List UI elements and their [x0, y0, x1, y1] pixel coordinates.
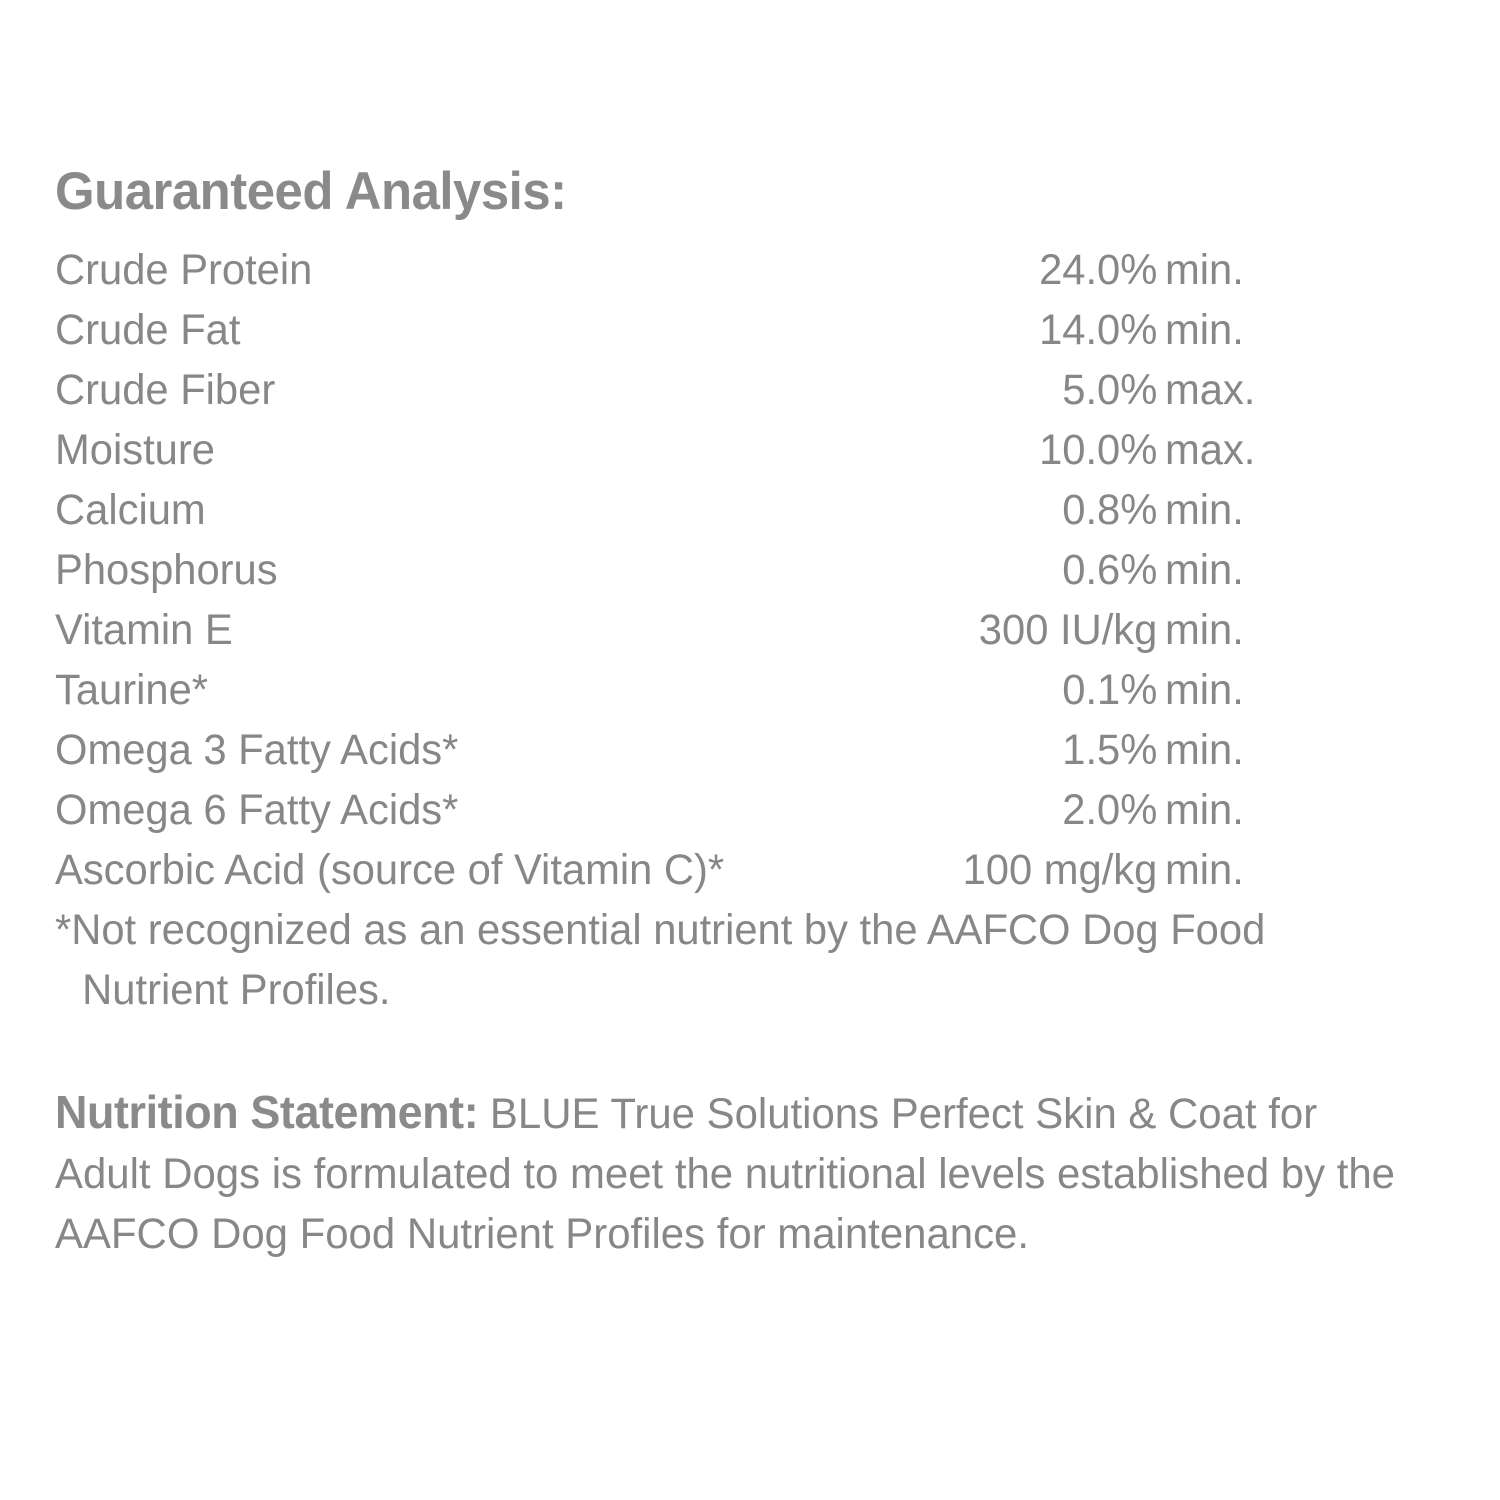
- nutrient-qualifier: min.: [1165, 786, 1244, 834]
- nutrient-qualifier: min.: [1165, 666, 1244, 714]
- nutrient-value: 2.0%: [1062, 786, 1158, 834]
- nutrient-qualifier: min.: [1165, 306, 1244, 354]
- guaranteed-analysis-heading: Guaranteed Analysis:: [55, 162, 567, 221]
- nutrient-qualifier: min.: [1165, 546, 1244, 594]
- nutrient-value: 24.0%: [1039, 246, 1158, 294]
- table-row: Crude Fat 14.0% min.: [55, 300, 1300, 360]
- table-row: Taurine* 0.1% min.: [55, 660, 1300, 720]
- nutrient-qualifier: min.: [1165, 726, 1244, 774]
- nutrient-name: Calcium: [55, 486, 206, 534]
- nutrient-qualifier: min.: [1165, 486, 1244, 534]
- nutrient-name: Vitamin E: [55, 606, 233, 654]
- nutrient-value: 0.8%: [1062, 486, 1158, 534]
- table-row: Moisture 10.0% max.: [55, 420, 1300, 480]
- nutrient-name: Omega 6 Fatty Acids*: [55, 786, 459, 834]
- guaranteed-analysis-table-body: Crude Protein 24.0% min. Crude Fat 14.0%…: [55, 240, 1300, 900]
- nutrient-qualifier: min.: [1165, 246, 1244, 294]
- nutrient-value: 0.6%: [1062, 546, 1158, 594]
- nutrient-name: Ascorbic Acid (source of Vitamin C)*: [55, 846, 725, 894]
- nutrient-value: 300 IU/kg: [978, 606, 1158, 654]
- nutrient-name: Moisture: [55, 426, 215, 474]
- nutrient-value: 1.5%: [1062, 726, 1158, 774]
- nutrient-name: Phosphorus: [55, 546, 278, 594]
- guaranteed-analysis-footnote: *Not recognized as an essential nutrient…: [55, 906, 1266, 1014]
- table-row: Omega 3 Fatty Acids* 1.5% min.: [55, 720, 1300, 780]
- nutrient-qualifier: min.: [1165, 606, 1244, 654]
- table-row: Vitamin E 300 IU/kg min.: [55, 600, 1300, 660]
- nutrition-statement-block: Nutrition Statement: BLUE True Solutions…: [55, 1082, 1420, 1264]
- table-row: Omega 6 Fatty Acids* 2.0% min.: [55, 780, 1300, 840]
- nutrient-name: Omega 3 Fatty Acids*: [55, 726, 459, 774]
- nutrient-value: 0.1%: [1062, 666, 1158, 714]
- table-row: Phosphorus 0.6% min.: [55, 540, 1300, 600]
- nutrient-qualifier: min.: [1165, 846, 1244, 894]
- table-row: Ascorbic Acid (source of Vitamin C)* 100…: [55, 840, 1300, 900]
- nutrient-value: 14.0%: [1039, 306, 1158, 354]
- nutrition-statement-body: BLUE True Solutions Perfect Skin & Coat …: [55, 1090, 1396, 1258]
- table-row: Crude Protein 24.0% min.: [55, 240, 1300, 300]
- table-row: Crude Fiber 5.0% max.: [55, 360, 1300, 420]
- nutrient-name: Taurine*: [55, 666, 209, 714]
- nutrient-value: 100 mg/kg: [962, 846, 1158, 894]
- nutrient-name: Crude Fat: [55, 306, 241, 354]
- nutrient-name: Crude Protein: [55, 246, 313, 294]
- nutrition-statement-title: Nutrition Statement:: [55, 1086, 479, 1138]
- nutrient-qualifier: max.: [1165, 366, 1256, 414]
- nutrient-value: 5.0%: [1062, 366, 1158, 414]
- nutrient-value: 10.0%: [1039, 426, 1158, 474]
- nutrient-name: Crude Fiber: [55, 366, 276, 414]
- guaranteed-analysis-table: Crude Protein 24.0% min. Crude Fat 14.0%…: [55, 240, 1300, 900]
- nutrient-qualifier: max.: [1165, 426, 1256, 474]
- table-row: Calcium 0.8% min.: [55, 480, 1300, 540]
